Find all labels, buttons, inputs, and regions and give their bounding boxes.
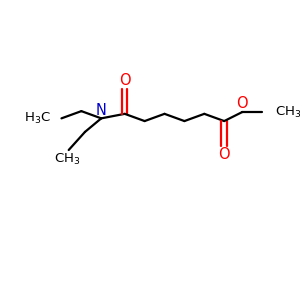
Text: O: O	[119, 73, 130, 88]
Text: O: O	[236, 96, 248, 111]
Text: N: N	[96, 103, 107, 118]
Text: CH$_3$: CH$_3$	[275, 104, 300, 120]
Text: CH$_3$: CH$_3$	[54, 152, 80, 166]
Text: O: O	[218, 147, 230, 162]
Text: H$_3$C: H$_3$C	[24, 111, 51, 126]
